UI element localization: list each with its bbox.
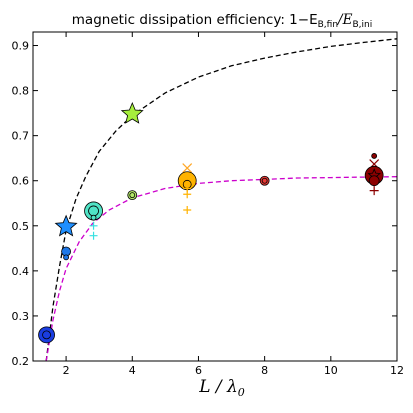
- y-tick-label: 0.2: [12, 355, 30, 368]
- plot-frame: [32, 31, 398, 362]
- data-point-circle: [88, 205, 99, 217]
- y-axis-ticks: 0.2 0.3 0.4 0.5 0.6 0.7 0.8 0.9: [12, 40, 397, 368]
- data-point-plus: [89, 231, 98, 240]
- y-tick-label: 0.5: [12, 220, 30, 233]
- data-point-plus: [183, 206, 192, 215]
- x-tick-label: 12: [390, 364, 404, 377]
- data-point-circle: [368, 175, 380, 187]
- data-point-circle: [42, 330, 51, 340]
- data-point-star: [54, 214, 78, 237]
- x-axis-label: L / λ0: [198, 377, 245, 399]
- data-point-star: [120, 101, 144, 124]
- data-point-circle: [90, 214, 97, 221]
- x-tick-label: 4: [129, 364, 136, 377]
- x-tick-label: 10: [324, 364, 338, 377]
- data-point-circle: [371, 153, 378, 159]
- data-point-plus: [183, 190, 192, 199]
- data-point-circle: [63, 254, 69, 261]
- data-point-circle: [261, 177, 268, 184]
- y-tick-label: 0.4: [12, 265, 30, 278]
- data-point-circle: [129, 192, 136, 199]
- data-markers: [38, 101, 384, 344]
- data-point-plus: [89, 221, 98, 230]
- y-tick-label: 0.3: [12, 310, 30, 323]
- y-tick-label: 0.9: [12, 40, 30, 53]
- y-tick-label: 0.8: [12, 85, 30, 98]
- x-axis-ticks: 2 4 6 8 10 12: [63, 32, 404, 377]
- y-tick-label: 0.6: [12, 175, 30, 188]
- data-point-x: [182, 163, 193, 174]
- x-tick-label: 8: [261, 364, 268, 377]
- x-tick-label: 2: [63, 364, 70, 377]
- fit-curve: [45, 176, 397, 361]
- x-tick-label: 6: [195, 364, 202, 377]
- chart-title: magnetic dissipation efficiency: 1−EB,fi…: [72, 12, 372, 30]
- data-point-plus: [369, 186, 379, 196]
- y-tick-label: 0.7: [12, 130, 30, 143]
